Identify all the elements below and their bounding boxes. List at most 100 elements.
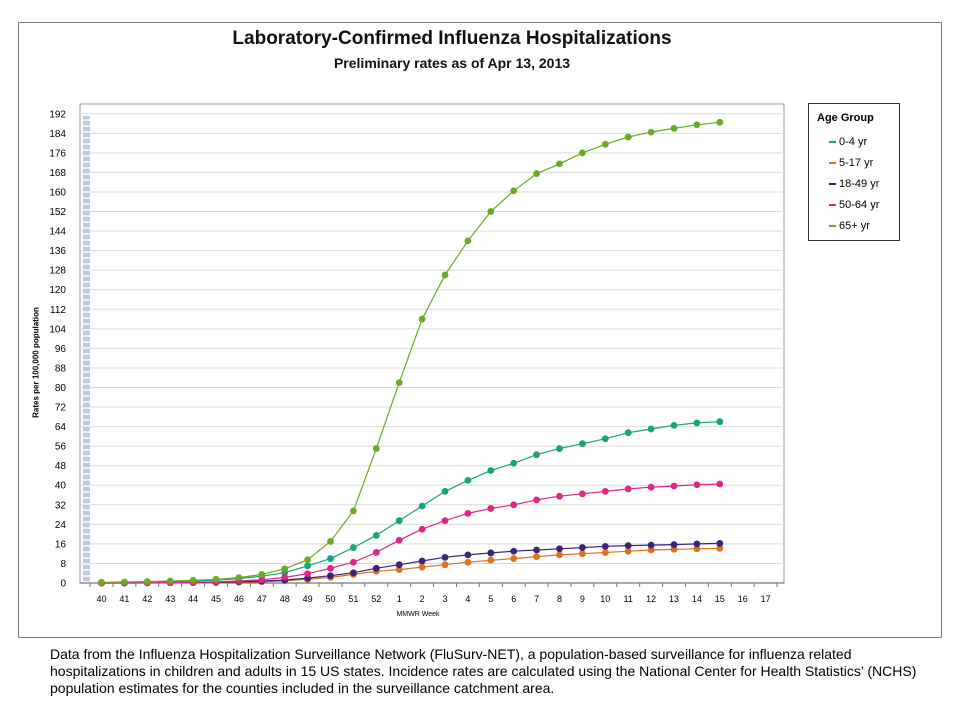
data-point <box>556 551 563 559</box>
y-tick-label: 48 <box>55 461 67 472</box>
y-tick-label: 88 <box>55 363 67 374</box>
data-point <box>464 509 472 517</box>
data-point <box>395 517 403 525</box>
data-point <box>235 574 243 582</box>
data-point <box>533 451 540 459</box>
data-point <box>464 476 472 484</box>
data-point <box>395 536 403 544</box>
data-point <box>579 550 586 558</box>
x-tick-label: 3 <box>442 594 447 604</box>
y-axis-label: Rates per 100,000 population <box>31 307 41 418</box>
data-point <box>533 170 540 178</box>
x-tick-label: 46 <box>234 594 244 604</box>
y-tick-label: 0 <box>60 579 66 590</box>
x-tick-label: 10 <box>600 594 610 604</box>
data-point <box>441 517 449 525</box>
data-point <box>601 542 609 550</box>
plot-area <box>79 103 785 584</box>
data-point <box>716 480 724 488</box>
data-point <box>143 578 151 585</box>
data-point <box>372 445 380 452</box>
legend-swatch <box>829 204 836 207</box>
data-point <box>441 561 449 569</box>
data-point <box>350 544 357 551</box>
legend-label: 5-17 yr <box>839 157 874 169</box>
y-tick-label: 80 <box>55 383 67 394</box>
data-point <box>510 555 518 562</box>
data-point <box>487 208 495 215</box>
data-point <box>601 549 609 556</box>
x-axis-label: MMWR Week <box>396 611 440 618</box>
legend-item-65plus: 65+ yr <box>829 219 870 233</box>
data-point <box>716 540 724 547</box>
y-tick-label: 96 <box>55 344 67 355</box>
x-tick-label: 7 <box>534 594 539 604</box>
data-point <box>395 566 403 573</box>
x-tick-label: 13 <box>669 594 679 604</box>
legend-swatch <box>829 225 836 228</box>
data-point <box>624 542 632 550</box>
y-tick-label: 64 <box>55 422 67 433</box>
legend-item-0-4: 0-4 yr <box>829 135 867 149</box>
data-point <box>441 487 449 495</box>
x-tick-label: 2 <box>420 594 425 604</box>
y-tick-label: 184 <box>49 129 66 140</box>
x-tick-label: 9 <box>580 594 585 604</box>
x-tick-label: 8 <box>557 594 562 604</box>
y-tick-label: 160 <box>49 187 66 198</box>
x-tick-label: 41 <box>119 594 129 604</box>
x-tick-label: 14 <box>692 594 702 604</box>
data-point <box>556 160 563 168</box>
y-tick-label: 40 <box>55 481 67 492</box>
x-tick-label: 51 <box>348 594 358 604</box>
x-tick-label: 16 <box>738 594 748 604</box>
data-point <box>693 540 701 548</box>
data-point <box>441 553 449 561</box>
legend: Age Group 0-4 yr 5-17 yr 18-49 yr 50-64 … <box>808 103 900 241</box>
data-point <box>304 556 311 564</box>
data-point <box>189 576 197 584</box>
data-point <box>670 482 678 490</box>
series-line <box>101 421 720 584</box>
x-tick-label: 4 <box>465 594 470 604</box>
data-point <box>350 558 357 566</box>
legend-item-5-17: 5-17 yr <box>829 156 873 170</box>
data-point <box>647 541 655 549</box>
data-point <box>601 435 609 443</box>
data-point <box>350 507 357 515</box>
data-point <box>716 118 724 126</box>
y-tick-label: 24 <box>55 520 67 531</box>
y-tick-label: 32 <box>55 500 67 511</box>
data-point <box>601 140 609 148</box>
data-point <box>647 483 655 491</box>
x-tick-label: 52 <box>371 594 381 604</box>
legend-label: 0-4 yr <box>839 136 868 148</box>
data-point <box>533 496 540 504</box>
data-point <box>510 187 518 195</box>
y-axis-band <box>83 116 90 583</box>
data-point <box>487 549 495 557</box>
y-tick-label: 8 <box>60 559 66 570</box>
x-tick-label: 47 <box>257 594 267 604</box>
x-tick-label: 17 <box>761 594 771 604</box>
data-point <box>327 555 334 562</box>
x-tick-label: 44 <box>188 594 198 604</box>
data-point <box>556 492 563 500</box>
data-point <box>647 128 655 136</box>
data-point <box>418 557 426 565</box>
data-point <box>716 418 724 426</box>
x-tick-label: 11 <box>624 594 633 604</box>
footnote: Data from the Influenza Hospitalization … <box>50 646 917 696</box>
data-point <box>327 572 334 580</box>
data-point <box>395 379 403 387</box>
data-point <box>487 467 495 474</box>
x-tick-label: 6 <box>511 594 516 604</box>
data-point <box>579 149 586 157</box>
data-point <box>418 502 426 510</box>
y-tick-label: 152 <box>49 207 66 218</box>
data-point <box>327 564 334 572</box>
data-point <box>693 545 701 553</box>
x-tick-label: 12 <box>646 594 656 604</box>
data-point <box>579 440 586 448</box>
data-point <box>601 487 609 495</box>
